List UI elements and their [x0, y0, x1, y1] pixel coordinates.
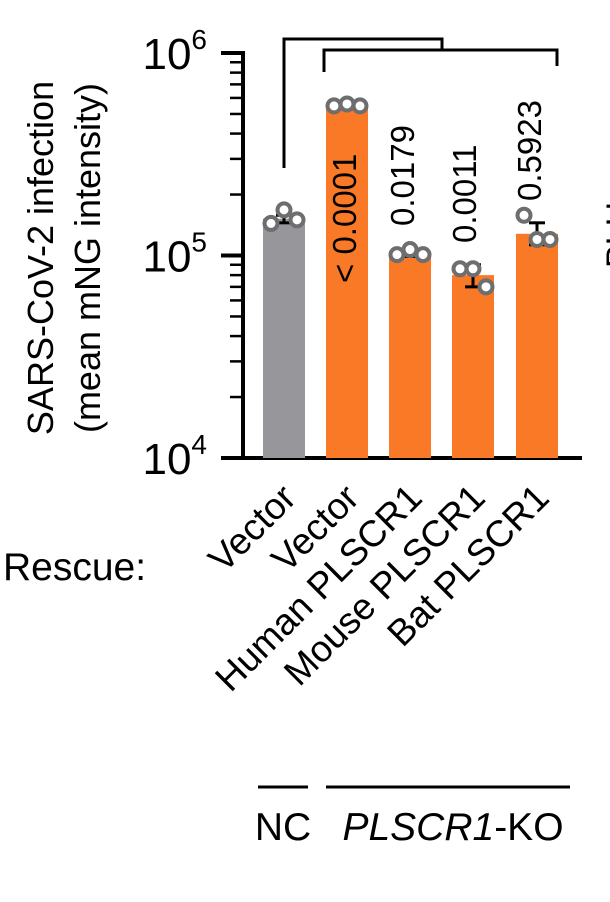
- y-tick-exponent: 5: [191, 227, 207, 258]
- rescue-label: Rescue:: [3, 546, 146, 589]
- bar: [516, 233, 558, 458]
- y-tick-exponent: 6: [191, 24, 207, 55]
- p-value-label: < 0.0001: [326, 154, 363, 283]
- data-point: [464, 260, 482, 278]
- p-value-label: 0.0011: [446, 145, 483, 243]
- y-tick-label: 105: [142, 227, 207, 282]
- bar: [389, 253, 431, 458]
- y-axis-title-line1: SARS-CoV-2 infection: [20, 81, 61, 435]
- group-label-ko-gene: PLSCR1: [342, 806, 494, 849]
- bar: [326, 107, 368, 459]
- data-point: [351, 97, 369, 115]
- group-label-nc: NC: [255, 806, 311, 849]
- comparison-brackets: [282, 37, 559, 168]
- y-tick-exponent: 4: [191, 429, 207, 460]
- group-label-ko-suffix: -KO: [494, 806, 563, 849]
- bars: [262, 95, 559, 459]
- data-point: [262, 214, 280, 232]
- y-tick-label: 106: [142, 24, 207, 79]
- data-point: [515, 206, 533, 224]
- data-point: [325, 97, 343, 115]
- data-point: [477, 278, 495, 296]
- edge-fragment-text: PLH: [600, 202, 610, 268]
- data-point: [338, 95, 356, 113]
- y-tick-label: 104: [142, 429, 207, 484]
- bar: [263, 218, 305, 458]
- labels: < 0.0001 0.0179 0.0011 0.5923 SARS-CoV-2 inf…: [3, 81, 570, 849]
- group-label-ko: PLSCR1-KO: [342, 806, 563, 849]
- bracket-inner: [322, 48, 559, 72]
- p-value-label: 0.0179: [384, 125, 421, 226]
- cropped-adjacent-panel-label: PLH: [596, 198, 610, 268]
- data-point: [288, 211, 306, 229]
- bar: [452, 275, 494, 458]
- data-point: [275, 201, 293, 219]
- bracket-outer: [282, 37, 444, 168]
- p-value-label: 0.5923: [511, 100, 548, 201]
- data-point: [414, 246, 432, 264]
- data-point: [541, 230, 559, 248]
- y-axis-title-line2: (mean mNG intensity): [67, 83, 108, 433]
